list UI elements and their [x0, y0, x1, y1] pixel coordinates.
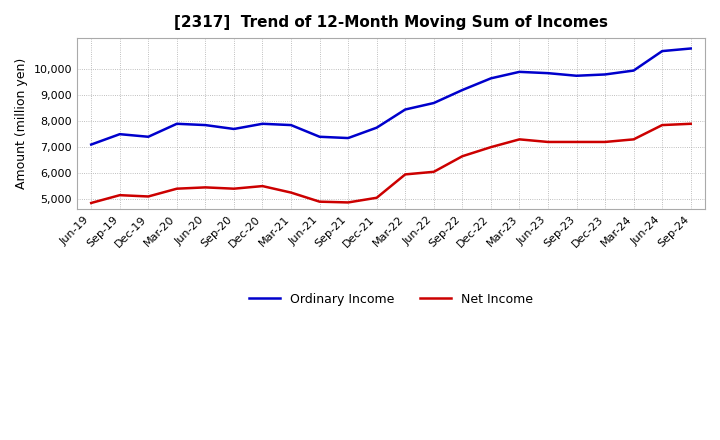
- Net Income: [230, 186, 238, 191]
- Net Income: [572, 139, 581, 145]
- Ordinary Income: [315, 134, 324, 139]
- Legend: Ordinary Income, Net Income: Ordinary Income, Net Income: [244, 288, 538, 311]
- Net Income: [173, 186, 181, 191]
- Ordinary Income: [372, 125, 381, 130]
- Net Income: [315, 199, 324, 204]
- Ordinary Income: [144, 134, 153, 139]
- Net Income: [629, 137, 638, 142]
- Net Income: [658, 122, 667, 128]
- Ordinary Income: [344, 136, 353, 141]
- Net Income: [458, 154, 467, 159]
- Ordinary Income: [686, 46, 695, 51]
- Ordinary Income: [487, 76, 495, 81]
- Line: Net Income: Net Income: [91, 124, 690, 203]
- Ordinary Income: [600, 72, 609, 77]
- Title: [2317]  Trend of 12-Month Moving Sum of Incomes: [2317] Trend of 12-Month Moving Sum of I…: [174, 15, 608, 30]
- Ordinary Income: [658, 48, 667, 54]
- Net Income: [258, 183, 267, 189]
- Net Income: [287, 190, 295, 195]
- Net Income: [429, 169, 438, 174]
- Ordinary Income: [258, 121, 267, 126]
- Y-axis label: Amount (million yen): Amount (million yen): [15, 58, 28, 189]
- Net Income: [515, 137, 523, 142]
- Ordinary Income: [230, 126, 238, 132]
- Net Income: [344, 200, 353, 205]
- Net Income: [144, 194, 153, 199]
- Ordinary Income: [572, 73, 581, 78]
- Net Income: [372, 195, 381, 200]
- Ordinary Income: [544, 70, 552, 76]
- Ordinary Income: [115, 132, 124, 137]
- Net Income: [487, 144, 495, 150]
- Ordinary Income: [87, 142, 96, 147]
- Ordinary Income: [429, 100, 438, 106]
- Ordinary Income: [629, 68, 638, 73]
- Net Income: [600, 139, 609, 145]
- Net Income: [87, 200, 96, 205]
- Ordinary Income: [458, 88, 467, 93]
- Ordinary Income: [201, 122, 210, 128]
- Net Income: [201, 185, 210, 190]
- Ordinary Income: [287, 122, 295, 128]
- Ordinary Income: [401, 107, 410, 112]
- Line: Ordinary Income: Ordinary Income: [91, 48, 690, 145]
- Ordinary Income: [173, 121, 181, 126]
- Net Income: [686, 121, 695, 126]
- Net Income: [401, 172, 410, 177]
- Ordinary Income: [515, 69, 523, 74]
- Net Income: [115, 193, 124, 198]
- Net Income: [544, 139, 552, 145]
